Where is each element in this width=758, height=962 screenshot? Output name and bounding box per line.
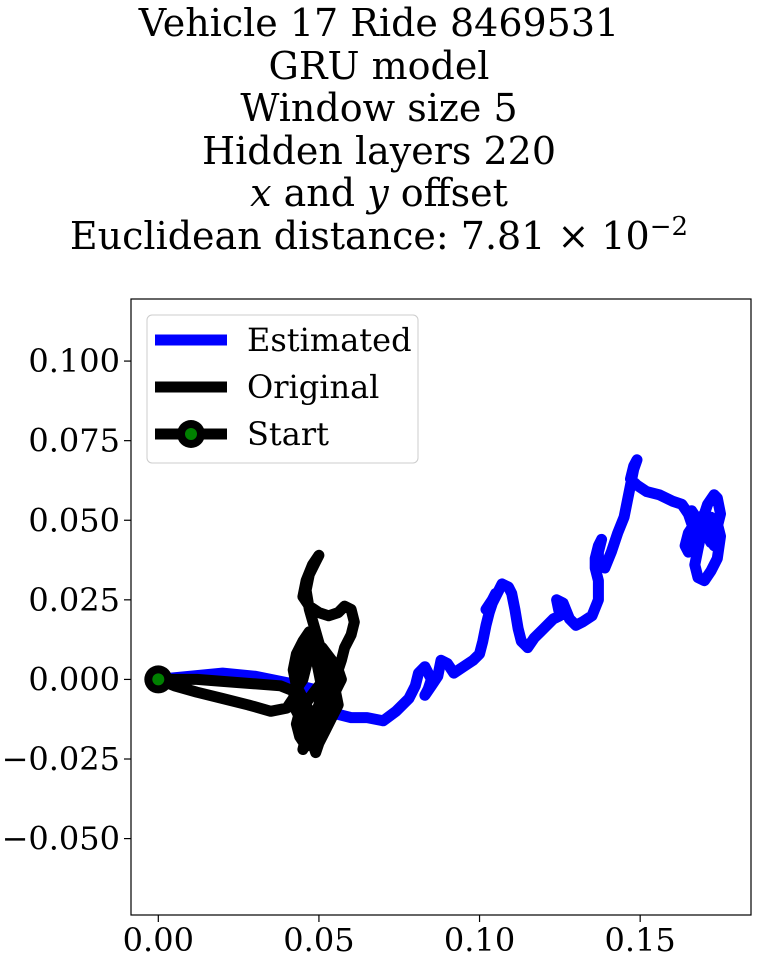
title-and: and — [271, 171, 368, 215]
y-tick-label: −0.050 — [2, 820, 120, 858]
y-tick-label: 0.075 — [28, 422, 120, 460]
series-layer — [144, 454, 726, 759]
x-tick-label: 0.00 — [123, 921, 194, 959]
x-tick-label: 0.05 — [283, 921, 354, 959]
title-line: Hidden layers 220 — [201, 128, 557, 173]
x-tick-label: 0.15 — [605, 921, 676, 959]
title-distance: Euclidean distance: 7.81 × 10 — [69, 213, 650, 258]
legend: Estimated Original Start — [146, 314, 419, 464]
title-var-x: x — [250, 171, 272, 215]
chart-title: Vehicle 17 Ride 8469531 GRU model Window… — [0, 0, 758, 257]
y-tick-label: −0.025 — [2, 740, 120, 778]
legend-label: Estimated — [247, 321, 412, 359]
axes-layer: 0.00 0.05 0.10 0.15 −0.050 −0.025 0.000 0.025 0.… — [2, 342, 676, 959]
title-exponent: −2 — [649, 211, 689, 242]
title-line: x and y offset — [0, 172, 758, 215]
x-tick-label: 0.10 — [444, 921, 515, 959]
y-tick-label: 0.100 — [28, 342, 120, 380]
legend-label: Original — [247, 368, 379, 406]
legend-box — [146, 314, 419, 464]
legend-start-marker-point — [185, 428, 197, 440]
title-offset: offset — [388, 171, 508, 215]
plot-frame — [130, 298, 752, 916]
y-tick-label: 0.000 — [28, 660, 120, 698]
start-marker-point — [152, 673, 165, 686]
title-line: GRU model — [268, 43, 490, 88]
title-line: Euclidean distance: 7.81 × 10−2 — [0, 211, 758, 258]
series-line-original — [152, 549, 360, 759]
title-var-y: y — [367, 171, 389, 215]
series-line-estimated — [152, 454, 726, 727]
y-tick-label: 0.050 — [28, 501, 120, 539]
legend-label: Start — [247, 415, 329, 453]
title-line: Window size 5 — [240, 86, 518, 130]
title-line: Vehicle 17 Ride 8469531 — [138, 1, 620, 45]
y-tick-label: 0.025 — [28, 581, 120, 619]
